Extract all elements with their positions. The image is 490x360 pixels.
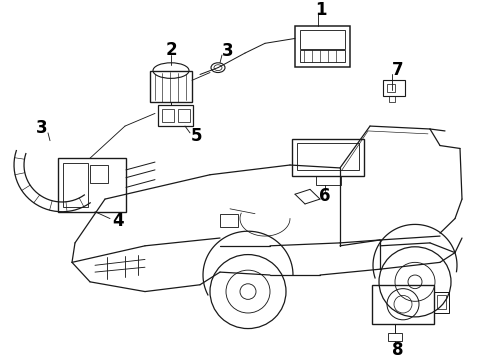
- Bar: [63, 163, 88, 207]
- Bar: [150, 71, 192, 102]
- Bar: [388, 333, 402, 341]
- Bar: [389, 96, 395, 102]
- Bar: [58, 158, 126, 212]
- Bar: [300, 50, 345, 62]
- Bar: [372, 285, 434, 324]
- Bar: [90, 165, 108, 183]
- Bar: [387, 84, 395, 92]
- Bar: [300, 30, 345, 49]
- Text: 3: 3: [36, 119, 48, 137]
- Text: 7: 7: [392, 60, 404, 78]
- Bar: [316, 176, 341, 185]
- Text: 1: 1: [315, 1, 327, 19]
- Text: 6: 6: [319, 187, 331, 205]
- Bar: [437, 296, 446, 309]
- Text: 8: 8: [392, 341, 404, 359]
- Text: 2: 2: [165, 41, 177, 59]
- Bar: [383, 80, 405, 96]
- Bar: [162, 109, 174, 122]
- Text: 3: 3: [222, 42, 234, 60]
- Text: 5: 5: [190, 127, 202, 145]
- Bar: [292, 139, 364, 176]
- Bar: [158, 105, 193, 126]
- Text: 4: 4: [112, 212, 124, 230]
- Bar: [178, 109, 190, 122]
- Bar: [434, 292, 449, 313]
- Bar: [220, 214, 238, 227]
- Bar: [295, 26, 350, 67]
- Bar: [297, 143, 359, 170]
